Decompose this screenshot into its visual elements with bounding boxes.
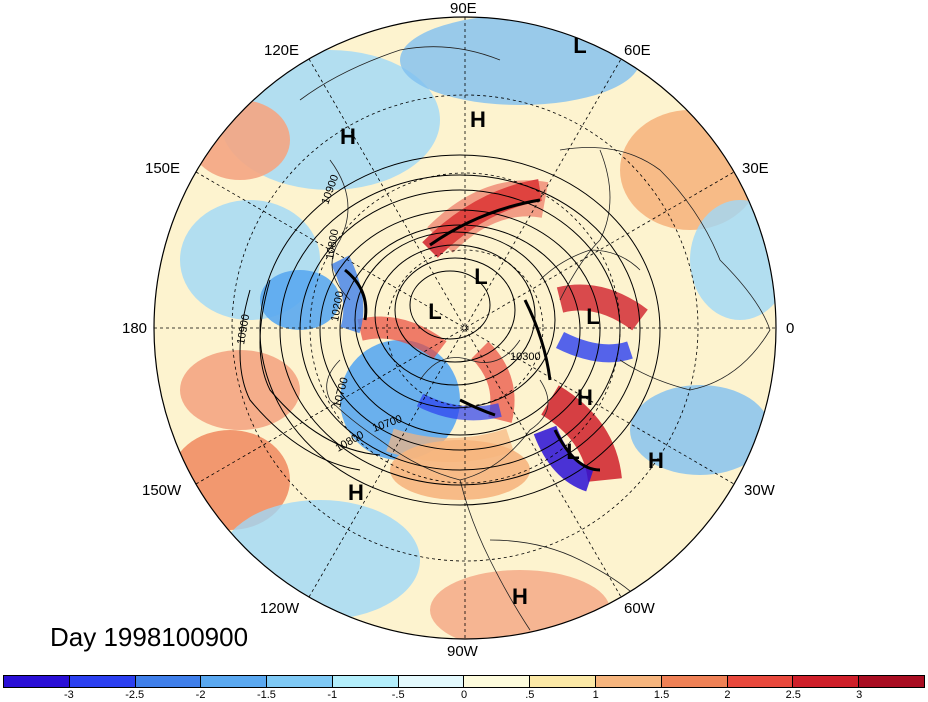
contour-label-2: 10800: [324, 228, 341, 260]
colorbar-tick-label: -3: [63, 689, 74, 701]
colorbar-tick-label: 2: [724, 689, 731, 701]
high-center: H: [348, 480, 364, 505]
colorbar-tick-label: 3: [856, 689, 863, 701]
lon-label-30e: 30E: [742, 160, 769, 177]
lon-label-180: 180: [122, 320, 148, 337]
colorbar-tick-label: -1: [327, 689, 338, 701]
colorbar-tick-label: -1.5: [256, 689, 276, 701]
colorbar-swatch: [135, 676, 202, 687]
lon-label-30w: 30W: [744, 482, 775, 499]
colorbar-tick-label: 0: [460, 689, 468, 701]
contour-label-8: 10300: [510, 351, 541, 363]
colorbar: [3, 675, 925, 688]
lon-label-90w: 90W: [447, 643, 478, 660]
high-center: H: [340, 124, 356, 149]
lon-label-150w: 150W: [142, 482, 182, 499]
low-center: L: [566, 439, 580, 464]
colorbar-swatch: [201, 676, 268, 687]
colorbar-tick-label: 2.5: [785, 689, 801, 701]
colorbar-swatch: [859, 676, 924, 687]
lon-label-0: 0: [786, 320, 795, 337]
lon-label-90e: 90E: [450, 0, 477, 17]
lon-label-120e: 120E: [264, 42, 300, 59]
colorbar-tick-label: -2: [195, 689, 206, 701]
high-center: H: [470, 107, 486, 132]
colorbar-swatch: [398, 676, 465, 687]
colorbar-tick-label: 1.5: [653, 689, 670, 701]
lon-label-60w: 60W: [624, 600, 655, 617]
colorbar-swatch: [530, 676, 597, 687]
lon-label-120w: 120W: [260, 600, 300, 617]
colorbar-swatch: [793, 676, 860, 687]
colorbar-swatch: [727, 676, 794, 687]
high-center: H: [577, 385, 593, 410]
colorbar-tick-label: 1: [592, 689, 599, 701]
colorbar-swatch: [4, 676, 70, 687]
day-title: Day 1998100900: [50, 622, 249, 652]
graticule: [154, 17, 776, 639]
low-center: L: [586, 304, 600, 329]
colorbar-tick-label: -2.5: [125, 689, 145, 701]
contour-label-3: 10900: [235, 313, 252, 345]
map-boundary: [153, 16, 777, 640]
high-center: H: [512, 584, 528, 609]
lon-label-60e: 60E: [624, 42, 651, 59]
high-center: H: [648, 448, 664, 473]
low-center: L: [474, 264, 488, 289]
colorbar-swatch: [596, 676, 662, 687]
colorbar-swatch: [661, 676, 728, 687]
low-center: L: [428, 299, 442, 324]
low-center: L: [573, 33, 587, 58]
colorbar-swatch: [267, 676, 333, 687]
colorbar-swatch: [464, 676, 531, 687]
colorbar-swatch: [69, 676, 136, 687]
colorbar-swatch: [332, 676, 399, 687]
lon-label-150e: 150E: [145, 160, 181, 177]
colorbar-tick-label: -.5: [391, 689, 405, 701]
colorbar-tick-label: .5: [525, 689, 535, 701]
bold-contours: [344, 198, 601, 472]
contour-label-7: 10200: [329, 290, 346, 322]
